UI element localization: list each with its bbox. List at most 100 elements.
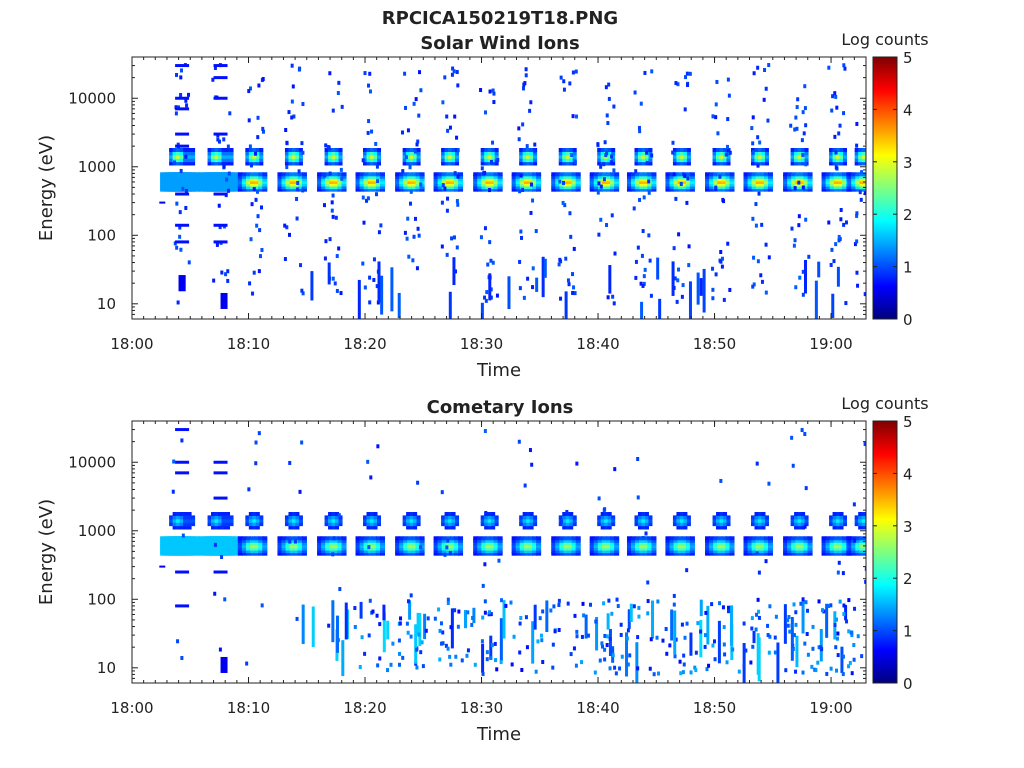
heatmap-cell xyxy=(626,187,632,192)
heatmap-cell xyxy=(532,177,538,182)
heatmap-cell xyxy=(665,174,671,179)
heatmap-cell xyxy=(519,546,525,551)
heatmap-cell xyxy=(804,522,809,527)
heatmap-cell xyxy=(651,543,657,548)
heatmap-cell xyxy=(225,177,229,182)
heatmap-cell xyxy=(589,182,595,187)
heatmap-cell xyxy=(213,223,228,227)
heatmap-cell xyxy=(441,174,447,179)
heatmap-cell xyxy=(295,216,299,221)
heatmap-streak xyxy=(472,607,476,624)
heatmap-cell xyxy=(237,538,243,543)
heatmap-cell xyxy=(565,151,570,156)
heatmap-cell xyxy=(833,182,839,187)
heatmap-cell xyxy=(563,538,569,543)
heatmap-cell xyxy=(869,193,872,197)
heatmap-cell xyxy=(258,538,264,543)
heatmap-cell xyxy=(448,512,453,517)
heatmap-cell xyxy=(518,189,522,194)
heatmap-cell xyxy=(417,233,421,238)
heatmap-cell xyxy=(626,662,630,667)
heatmap-cell xyxy=(527,546,533,551)
heatmap-cell xyxy=(511,179,517,184)
heatmap-cell xyxy=(725,546,731,551)
heatmap-cell xyxy=(563,541,569,546)
heatmap-cell xyxy=(301,150,305,155)
heatmap-streak xyxy=(489,635,493,660)
heatmap-cell xyxy=(593,172,599,177)
heatmap-cell xyxy=(787,174,793,179)
heatmap-cell xyxy=(641,522,646,527)
heatmap-cell xyxy=(379,541,385,546)
heatmap-cell xyxy=(526,154,531,159)
heatmap-cell xyxy=(644,515,649,520)
heatmap-cell xyxy=(799,549,805,554)
heatmap-cell xyxy=(395,179,401,184)
heatmap-cell xyxy=(681,187,687,192)
heatmap-cell xyxy=(370,522,375,527)
heatmap-cell xyxy=(368,598,372,603)
heatmap-cell xyxy=(709,541,715,546)
heatmap-cell xyxy=(451,66,455,71)
heatmap-cell xyxy=(526,525,531,530)
heatmap-cell xyxy=(221,148,234,153)
heatmap-cell xyxy=(324,522,329,527)
heatmap-cell xyxy=(246,546,252,551)
heatmap-cell xyxy=(594,619,598,624)
heatmap-cell xyxy=(551,551,557,556)
heatmap-cell xyxy=(717,536,723,541)
heatmap-cell xyxy=(407,254,411,259)
heatmap-cell xyxy=(176,300,180,305)
heatmap-cell xyxy=(751,284,755,289)
heatmap-cell xyxy=(223,182,240,187)
heatmap-cell xyxy=(747,543,753,548)
heatmap-cell xyxy=(626,541,632,546)
heatmap-cell xyxy=(523,182,529,187)
heatmap-cell xyxy=(847,546,853,551)
heatmap-cell xyxy=(399,549,405,554)
heatmap-cell xyxy=(671,140,675,145)
heatmap-cell xyxy=(604,158,609,163)
heatmap-cell xyxy=(223,546,240,551)
heatmap-cell xyxy=(406,128,410,133)
heatmap-cell xyxy=(248,158,253,163)
heatmap-cell xyxy=(301,546,307,551)
heatmap-cell xyxy=(643,536,649,541)
heatmap-cell xyxy=(864,566,866,571)
heatmap-cell xyxy=(473,172,479,177)
heatmap-cell xyxy=(707,663,711,668)
heatmap-cell xyxy=(743,543,749,548)
heatmap-cell xyxy=(258,172,264,177)
heatmap-cell xyxy=(213,96,228,100)
heatmap-cell xyxy=(804,151,809,156)
heatmap-cell xyxy=(639,177,645,182)
heatmap-cell xyxy=(489,177,495,182)
heatmap-cell xyxy=(790,518,795,523)
heatmap-cell xyxy=(847,543,853,548)
heatmap-cell xyxy=(634,148,639,153)
heatmap-cell xyxy=(288,158,293,163)
heatmap-cell xyxy=(355,546,361,551)
heatmap-cell xyxy=(489,160,493,165)
heatmap-cell xyxy=(631,174,637,179)
heatmap-cell xyxy=(791,177,797,182)
heatmap-cell xyxy=(752,255,756,260)
heatmap-cell xyxy=(696,621,700,626)
heatmap-cell xyxy=(803,551,809,556)
heatmap-cell xyxy=(759,273,763,278)
heatmap-cell xyxy=(774,614,778,619)
heatmap-cell xyxy=(301,549,307,554)
heatmap-streak xyxy=(742,642,746,683)
heatmap-cell xyxy=(295,522,300,527)
heatmap-cell xyxy=(403,187,409,192)
heatmap-streak xyxy=(502,600,506,639)
heatmap-cell xyxy=(725,174,731,179)
heatmap-cell xyxy=(444,643,448,648)
heatmap-cell xyxy=(371,543,377,548)
heatmap-cell xyxy=(825,177,831,182)
heatmap-cell xyxy=(523,185,529,190)
heatmap-cell xyxy=(485,185,491,190)
heatmap-cell xyxy=(830,108,834,113)
heatmap-cell xyxy=(473,543,479,548)
heatmap-cell xyxy=(804,158,809,163)
